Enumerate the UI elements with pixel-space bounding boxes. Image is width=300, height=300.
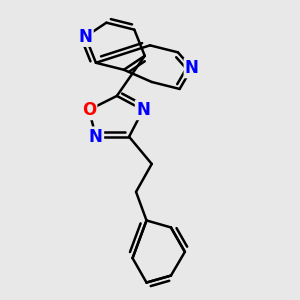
Text: O: O <box>82 101 96 119</box>
Text: N: N <box>185 59 199 77</box>
Text: N: N <box>79 28 92 46</box>
Text: N: N <box>136 101 150 119</box>
Text: N: N <box>89 128 103 146</box>
